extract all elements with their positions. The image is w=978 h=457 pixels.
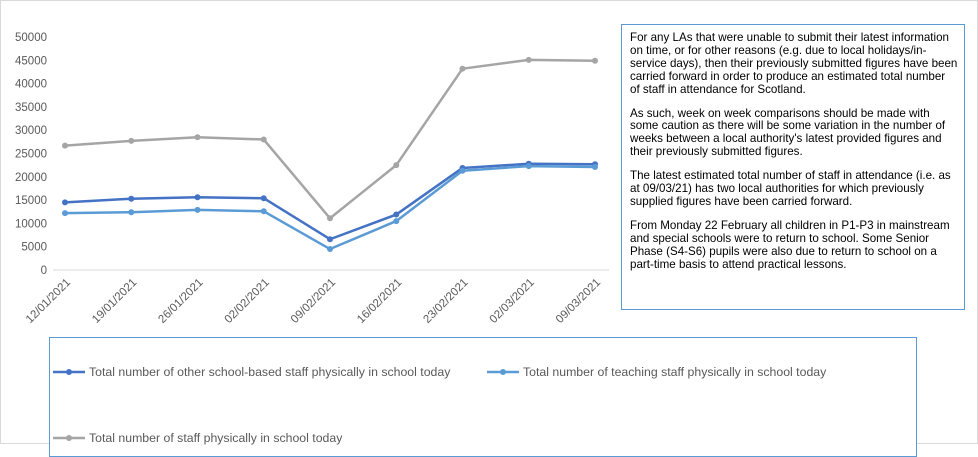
data-point xyxy=(393,211,400,218)
y-tick-label: 15000 xyxy=(15,195,47,207)
data-point xyxy=(592,164,598,171)
y-tick-label: 45000 xyxy=(15,55,47,67)
x-tick-label: 16/02/2021 xyxy=(355,277,404,326)
y-tick-label: 35000 xyxy=(15,102,47,114)
note-paragraph-1: For any LAs that were unable to submit t… xyxy=(630,31,958,96)
note-paragraph-2: As such, week on week comparisons should… xyxy=(630,106,946,159)
x-tick-label: 12/01/2021 xyxy=(24,277,73,326)
data-point xyxy=(327,236,333,243)
y-tick-label: 5000 xyxy=(21,242,47,254)
data-point xyxy=(62,210,68,217)
legend-item-other-staff: Total number of other school-based staff… xyxy=(52,365,450,379)
x-tick-label: 19/01/2021 xyxy=(90,277,139,326)
data-point xyxy=(194,194,201,201)
data-point xyxy=(393,218,400,225)
legend-label-other-staff: Total number of other school-based staff… xyxy=(89,365,451,379)
data-point xyxy=(128,209,135,216)
x-tick-label: 02/02/2021 xyxy=(223,277,272,326)
legend-marker-teaching-staff xyxy=(487,369,519,375)
data-point xyxy=(260,208,267,215)
y-tick-label: 50000 xyxy=(15,32,47,44)
series-lines xyxy=(62,56,598,253)
data-point xyxy=(62,199,68,206)
data-point xyxy=(592,57,598,64)
legend-item-total-staff: Total number of staff physically in scho… xyxy=(52,431,342,445)
y-tick-label: 30000 xyxy=(15,125,47,137)
line-chart: 0 5000 10000 15000 20000 25000 30000 35000 40000… xyxy=(15,32,609,326)
y-tick-label: 25000 xyxy=(15,149,47,161)
legend-label-total-staff: Total number of staff physically in scho… xyxy=(89,431,343,445)
data-point xyxy=(525,163,532,170)
y-tick-label: 0 xyxy=(41,265,47,277)
x-tick-label: 23/02/2021 xyxy=(421,277,470,326)
y-axis: 0 5000 10000 15000 20000 25000 30000 35000 40000… xyxy=(15,32,47,277)
series-1 xyxy=(62,160,598,243)
data-point xyxy=(260,136,267,143)
data-point xyxy=(459,65,466,72)
series-line xyxy=(64,162,596,241)
data-point xyxy=(327,215,333,222)
data-point xyxy=(459,167,466,174)
y-tick-label: 40000 xyxy=(15,79,47,91)
x-tick-label: 26/01/2021 xyxy=(156,277,205,326)
y-tick-label: 20000 xyxy=(15,172,47,184)
data-point xyxy=(194,206,201,213)
series-3 xyxy=(62,56,598,222)
note-paragraph-4: From Monday 22 February all children in … xyxy=(630,218,950,271)
data-point xyxy=(128,195,135,202)
note-box: For any LAs that were unable to submit t… xyxy=(621,24,965,310)
data-point xyxy=(194,134,201,141)
legend-item-teaching-staff: Total number of teaching staff physicall… xyxy=(486,365,826,379)
data-point xyxy=(128,137,135,144)
data-point xyxy=(525,56,532,63)
note-paragraph-3: The latest estimated total number of sta… xyxy=(630,169,951,208)
data-point xyxy=(393,162,400,169)
x-tick-label: 02/03/2021 xyxy=(488,277,537,326)
data-point xyxy=(327,246,333,253)
legend-marker-other-staff xyxy=(53,369,85,375)
y-tick-label: 10000 xyxy=(15,218,47,230)
data-point xyxy=(62,142,68,149)
data-point xyxy=(260,195,267,202)
series-2 xyxy=(62,163,598,253)
legend-label-teaching-staff: Total number of teaching staff physicall… xyxy=(523,365,827,379)
legend-marker-total-staff xyxy=(53,435,85,441)
series-line xyxy=(64,58,596,220)
x-axis: 12/01/2021 19/01/2021 26/01/2021 02/02/2021… xyxy=(24,269,609,326)
legend: Total number of other school-based staff… xyxy=(49,337,917,457)
x-tick-label: 09/03/2021 xyxy=(554,277,603,326)
x-tick-label: 09/02/2021 xyxy=(289,277,338,326)
